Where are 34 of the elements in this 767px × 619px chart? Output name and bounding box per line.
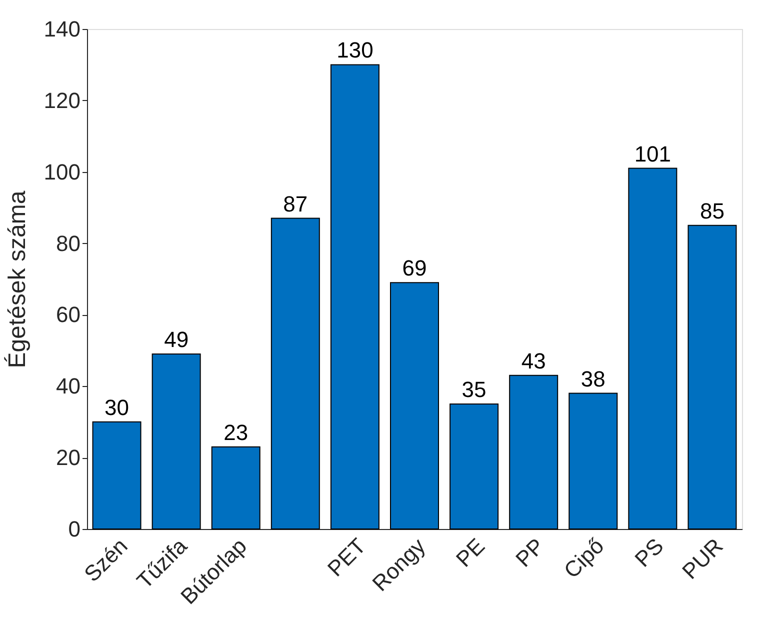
y-tick-label: 120: [44, 88, 80, 113]
y-tick-label: 60: [56, 302, 80, 328]
bar: [152, 354, 201, 530]
bar: [270, 218, 320, 530]
y-tick-label: 40: [56, 374, 80, 399]
bar: [211, 446, 260, 530]
bar: [509, 374, 558, 530]
bar: [390, 282, 439, 530]
data-label: 23: [224, 420, 248, 445]
data-label: 38: [580, 366, 606, 392]
data-label: 35: [462, 377, 486, 402]
y-tick-label: 80: [56, 230, 80, 256]
data-label: 130: [336, 38, 374, 63]
y-tick-label: 20: [56, 445, 80, 470]
data-label: 30: [104, 394, 130, 420]
data-label: 43: [521, 348, 546, 374]
y-axis-title: Égetések száma: [4, 190, 31, 368]
bar: [688, 224, 737, 530]
x-tick-label: PP: [510, 533, 550, 572]
y-tick-label: 100: [44, 159, 80, 184]
data-label: 87: [283, 191, 308, 216]
data-label: 101: [634, 141, 672, 166]
y-tick-label: 140: [44, 16, 80, 42]
bar: [568, 392, 618, 530]
data-label: 49: [164, 327, 189, 352]
data-label: 85: [700, 198, 724, 224]
x-tick-label: PS: [630, 533, 668, 572]
x-tick-label: PE: [451, 533, 490, 572]
data-label: 69: [402, 256, 427, 281]
bar: [450, 404, 499, 530]
bar: [330, 64, 380, 530]
bar: [92, 421, 142, 530]
y-tick-label: 0: [68, 516, 80, 542]
bar: [628, 168, 678, 530]
